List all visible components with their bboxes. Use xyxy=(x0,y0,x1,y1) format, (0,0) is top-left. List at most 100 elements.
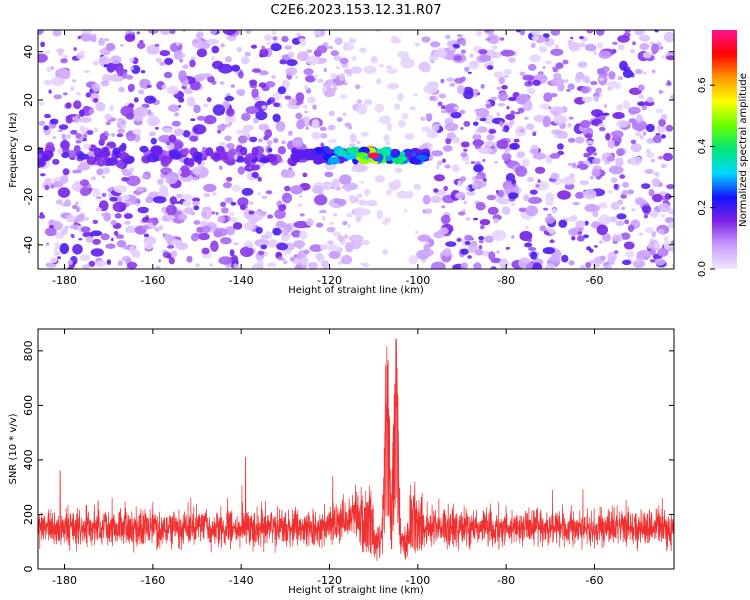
heatmap-y-ticks: -40 -20 0 20 40 xyxy=(22,45,674,254)
heatmap-cell xyxy=(442,145,453,152)
heatmap-cell xyxy=(349,133,357,143)
heatmap-cell xyxy=(226,176,233,182)
heatmap-cell xyxy=(571,236,576,241)
heatmap-cell xyxy=(394,167,403,173)
heatmap-cell xyxy=(669,94,674,100)
heatmap-cell xyxy=(250,164,261,171)
heatmap-cell xyxy=(194,263,201,267)
heatmap-cell xyxy=(241,187,254,196)
heatmap-cell xyxy=(630,139,637,145)
heatmap-cell xyxy=(487,34,500,44)
heatmap-cell xyxy=(105,121,111,126)
heatmap-cell xyxy=(548,256,561,263)
heatmap-cell xyxy=(236,88,246,96)
heatmap-cell xyxy=(103,64,108,68)
heatmap-cell xyxy=(116,160,125,169)
heatmap-cell xyxy=(339,174,352,185)
heatmap-cell xyxy=(621,206,626,211)
heatmap-cell xyxy=(568,41,581,52)
heatmap-cell xyxy=(255,110,268,121)
heatmap-cell xyxy=(86,151,97,157)
heatmap-cell xyxy=(364,188,371,196)
heatmap-cell xyxy=(604,104,607,108)
heatmap-cell xyxy=(77,163,91,171)
heatmap-cell xyxy=(660,113,668,120)
heatmap-cell xyxy=(177,169,182,175)
heatmap-cell xyxy=(206,38,219,45)
heatmap-cell xyxy=(569,173,575,179)
x-tick-label: -180 xyxy=(52,274,77,287)
heatmap-cell xyxy=(456,193,462,198)
heatmap-cell xyxy=(193,205,200,211)
heatmap-cell xyxy=(288,51,295,58)
heatmap-cell xyxy=(220,43,225,48)
heatmap-cell xyxy=(424,208,433,214)
heatmap-cell xyxy=(298,203,303,207)
heatmap-cells xyxy=(38,30,674,269)
heatmap-cell xyxy=(555,62,564,69)
heatmap-cell xyxy=(622,259,632,266)
heatmap-cell xyxy=(440,214,451,225)
heatmap-cell xyxy=(599,255,606,261)
heatmap-cell xyxy=(164,71,173,79)
heatmap-cell xyxy=(463,200,468,205)
heatmap-cell xyxy=(201,247,210,255)
heatmap-cell xyxy=(118,152,130,160)
heatmap-cell xyxy=(266,140,273,146)
heatmap-cell xyxy=(143,111,148,117)
heatmap-cell xyxy=(247,243,252,249)
heatmap-cell xyxy=(492,229,507,242)
heatmap-cell xyxy=(571,162,577,168)
heatmap-cell xyxy=(161,215,174,222)
heatmap-cell xyxy=(311,131,321,140)
heatmap-cell xyxy=(464,234,473,241)
heatmap-cell xyxy=(339,94,348,99)
heatmap-cell xyxy=(178,104,182,108)
heatmap-cell xyxy=(598,77,605,81)
heatmap-cell xyxy=(486,65,494,70)
heatmap-cell xyxy=(662,152,674,162)
heatmap-cell xyxy=(445,241,457,247)
heatmap-cell xyxy=(459,109,466,115)
heatmap-cell xyxy=(321,86,328,92)
heatmap-cell xyxy=(646,151,655,159)
heatmap-cell xyxy=(621,190,629,195)
heatmap-cell xyxy=(586,30,594,34)
heatmap-cell xyxy=(517,107,525,114)
heatmap-cell xyxy=(589,259,595,264)
heatmap-cell xyxy=(472,133,482,141)
heatmap-cell xyxy=(169,196,177,205)
heatmap-cell xyxy=(564,79,569,83)
heatmap-cell xyxy=(478,245,483,250)
heatmap-cell xyxy=(229,249,235,257)
heatmap-cell xyxy=(493,218,499,224)
heatmap-cell xyxy=(224,114,236,124)
heatmap-cell xyxy=(46,67,52,73)
heatmap-cell xyxy=(43,125,49,131)
heatmap-cell xyxy=(639,43,650,51)
heatmap-cell xyxy=(382,248,389,255)
heatmap-cell xyxy=(196,48,208,58)
heatmap-cell xyxy=(519,30,525,36)
heatmap-cell xyxy=(557,143,564,150)
x-tick-label: -160 xyxy=(140,574,165,587)
heatmap-cell xyxy=(539,103,548,110)
heatmap-cell xyxy=(260,244,268,250)
heatmap-cell xyxy=(284,45,292,50)
heatmap-cell xyxy=(79,186,90,197)
heatmap-cell xyxy=(263,135,269,141)
heatmap-cell xyxy=(300,41,306,46)
heatmap-cell xyxy=(570,36,574,40)
heatmap-cell xyxy=(282,169,296,179)
heatmap-cell xyxy=(612,235,620,242)
heatmap-cell xyxy=(453,55,463,61)
heatmap-cell xyxy=(568,116,574,120)
heatmap-cell xyxy=(473,93,477,98)
heatmap-cell xyxy=(190,233,199,242)
heatmap-cell xyxy=(485,32,489,35)
heatmap-cell xyxy=(251,171,259,179)
heatmap-cell xyxy=(443,185,449,191)
heatmap-cell xyxy=(535,184,540,188)
heatmap-cell xyxy=(241,112,251,121)
heatmap-cell xyxy=(211,45,220,54)
